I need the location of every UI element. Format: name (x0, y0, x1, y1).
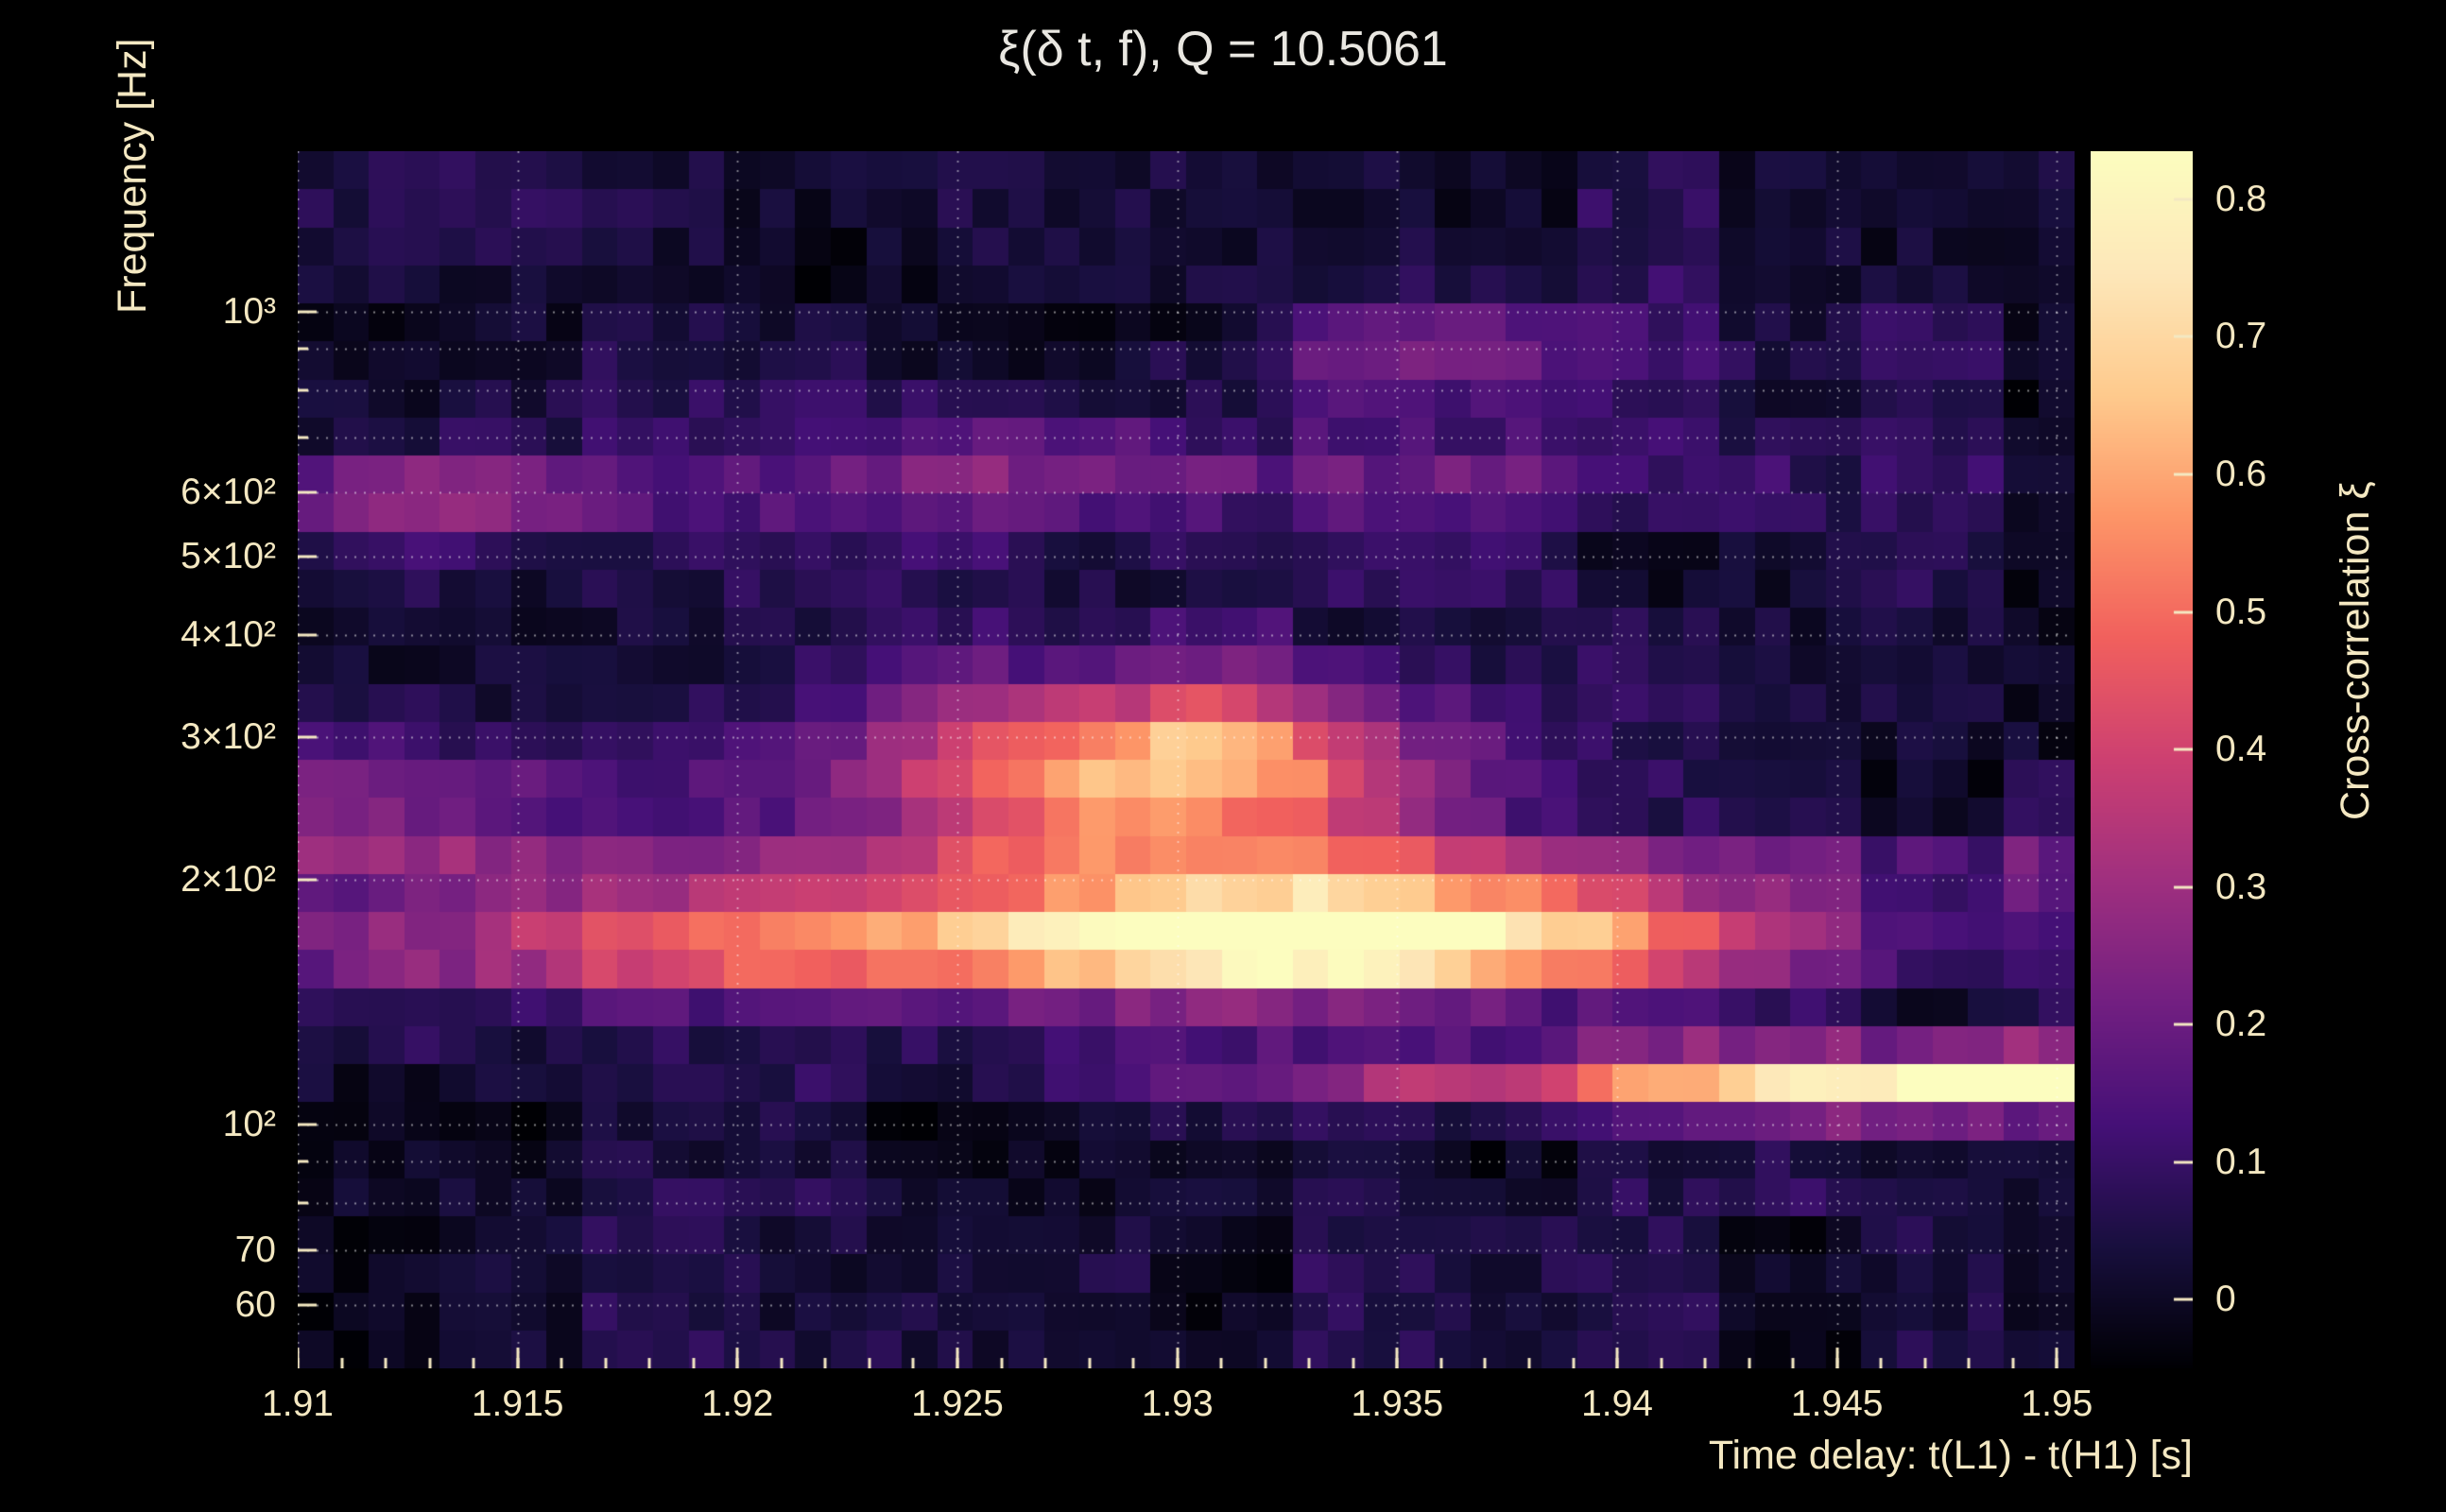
y-tick-label: 2×10² (181, 859, 276, 901)
y-tick-label: 10² (222, 1103, 276, 1144)
y-tick-label: 70 (234, 1229, 276, 1271)
x-tick-label: 1.92 (701, 1383, 774, 1424)
colorbar-tick-label: 0.2 (2215, 1004, 2267, 1045)
y-tick-label: 3×10² (181, 715, 276, 757)
x-tick-label: 1.935 (1351, 1383, 1444, 1424)
colorbar-title: Cross-correlation ξ (2333, 481, 2378, 820)
colorbar-tick-label: 0 (2215, 1279, 2236, 1320)
x-tick-label: 1.915 (471, 1383, 564, 1424)
y-axis-title: Frequency [Hz] (110, 38, 155, 314)
x-tick-label: 1.945 (1790, 1383, 1884, 1424)
y-tick-label: 60 (234, 1283, 276, 1325)
colorbar-tick-label: 0.4 (2215, 729, 2267, 770)
colorbar-canvas (2091, 151, 2193, 1368)
y-tick-label: 10³ (222, 291, 276, 333)
x-tick-label: 1.93 (1141, 1383, 1214, 1424)
colorbar-tick-label: 0.1 (2215, 1141, 2267, 1182)
heatmap-canvas (298, 151, 2075, 1368)
x-tick-label: 1.925 (911, 1383, 1004, 1424)
colorbar-tick-label: 0.7 (2215, 316, 2267, 357)
colorbar-tick-label: 0.8 (2215, 178, 2267, 219)
colorbar-tick-label: 0.5 (2215, 591, 2267, 632)
x-tick-label: 1.95 (2021, 1383, 2093, 1424)
x-tick-label: 1.91 (262, 1383, 334, 1424)
x-tick-label: 1.94 (1581, 1383, 1653, 1424)
y-tick-label: 4×10² (181, 614, 276, 656)
x-axis-title: Time delay: t(L1) - t(H1) [s] (1708, 1433, 2193, 1478)
y-tick-label: 5×10² (181, 535, 276, 576)
colorbar-tick-label: 0.6 (2215, 454, 2267, 494)
chart-title: ξ(δ t, f), Q = 10.5061 (998, 22, 1448, 77)
y-tick-label: 6×10² (181, 471, 276, 512)
colorbar-tick-label: 0.3 (2215, 866, 2267, 907)
